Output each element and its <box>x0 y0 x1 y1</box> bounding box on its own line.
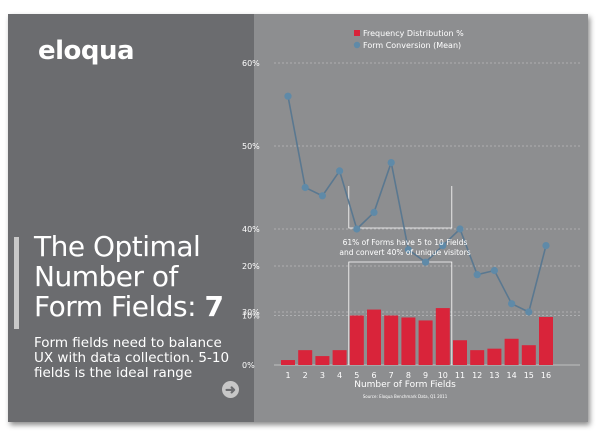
y-tick-label: 40% <box>242 225 260 234</box>
y-tick-label: 10% <box>242 312 260 321</box>
headline-number: 7 <box>204 290 224 323</box>
left-panel: eloqua The Optimal Number of Form Fields… <box>8 14 254 422</box>
headline: The Optimal Number of Form Fields: 7 <box>34 230 224 323</box>
line-point <box>387 159 395 167</box>
bar <box>349 315 364 365</box>
title-accent-bar <box>14 237 19 329</box>
x-tick-label: 2 <box>303 371 308 380</box>
conversion-line <box>287 96 547 314</box>
bar <box>401 317 416 365</box>
line-point <box>525 308 533 316</box>
bracket-upper <box>348 186 453 229</box>
x-tick-label: 16 <box>541 371 551 380</box>
bar <box>453 340 467 365</box>
headline-line-3-text: Form Fields: <box>34 290 197 323</box>
bar <box>315 356 330 365</box>
highlight-bracket <box>348 186 453 365</box>
source-note: Source: Eloqua Benchmark Data, Q1 2011 <box>363 394 448 399</box>
bar <box>384 315 399 365</box>
arrow-right-icon[interactable]: ➜ <box>222 381 239 398</box>
bar-series <box>281 308 553 365</box>
x-axis-label: Number of Form Fields <box>354 380 456 390</box>
bar <box>521 345 536 365</box>
x-tick-label: 12 <box>472 371 482 380</box>
line-point <box>336 167 344 175</box>
x-tick-label: 13 <box>489 371 499 380</box>
eloqua-logo: eloqua <box>38 36 135 66</box>
x-tick-label: 6 <box>371 371 376 380</box>
line-point <box>542 242 550 250</box>
subtext: Form fields need to balance UX with data… <box>34 335 230 381</box>
x-tick-label: 5 <box>354 371 359 380</box>
x-tick-label: 3 <box>320 371 325 380</box>
bar <box>539 316 553 365</box>
chart: 60%50%40%30%20%10%0%1 2 3 4 5 6 7 8 9 10 11 12 13 14 1… <box>242 29 580 399</box>
line-point <box>284 92 292 100</box>
infographic-card: eloqua The Optimal Number of Form Fields… <box>8 14 588 422</box>
line-point <box>439 242 447 250</box>
x-tick-label: 4 <box>337 371 342 380</box>
line-point <box>370 208 378 216</box>
x-tick-label: 11 <box>455 371 465 380</box>
x-tick-label: 15 <box>524 371 534 380</box>
y-tick-label: 20% <box>242 262 260 271</box>
bar <box>281 360 295 365</box>
bar <box>487 348 502 365</box>
y-tick-label: 60% <box>242 59 260 68</box>
line-point <box>508 300 516 308</box>
x-tick-label: 10 <box>438 371 448 380</box>
legend-bar-label: Frequency Distribution % <box>363 29 464 38</box>
headline-line-1: The Optimal <box>34 230 201 263</box>
line-point <box>456 225 464 233</box>
line-point <box>318 192 326 200</box>
line-point <box>301 183 309 192</box>
line-series <box>284 92 550 316</box>
line-point <box>473 271 481 279</box>
y-tick-label: 30% <box>242 308 260 317</box>
bar <box>367 309 381 365</box>
x-tick-label: 7 <box>389 371 394 380</box>
bracket-lower <box>348 261 453 365</box>
annotation-line-1: 61% of Forms have 5 to 10 Fields <box>343 238 468 247</box>
headline-line-3: Form Fields: 7 <box>34 290 224 323</box>
bar <box>470 350 485 365</box>
grid <box>274 62 580 366</box>
bar <box>418 320 433 365</box>
x-tick-label: 1 <box>285 371 290 380</box>
x-tick-label: 8 <box>406 371 411 380</box>
axis-ticks: 60%50%40%30%20%10%0%1 2 3 4 5 6 7 8 9 10 11 12 13 14 1… <box>242 59 551 380</box>
legend: Frequency Distribution % Form Conversion… <box>353 29 464 50</box>
line-point <box>353 225 361 233</box>
annotation-line-2: and convert 40% of unique visitors <box>339 248 470 257</box>
legend-line-label: Form Conversion (Mean) <box>363 41 461 50</box>
legend-bar-swatch <box>354 30 360 36</box>
bar <box>504 338 519 365</box>
y-tick-label: 50% <box>242 142 260 151</box>
headline-line-2: Number of <box>34 260 178 293</box>
legend-line-swatch <box>353 41 361 49</box>
x-tick-label: 9 <box>423 371 428 380</box>
line-point <box>422 258 430 266</box>
line-point <box>490 266 498 275</box>
bar <box>298 350 313 365</box>
x-tick-label: 14 <box>507 371 517 380</box>
bar <box>332 350 347 365</box>
y-tick-label: 0% <box>242 361 255 370</box>
line-point <box>404 246 412 254</box>
bar <box>435 308 450 365</box>
